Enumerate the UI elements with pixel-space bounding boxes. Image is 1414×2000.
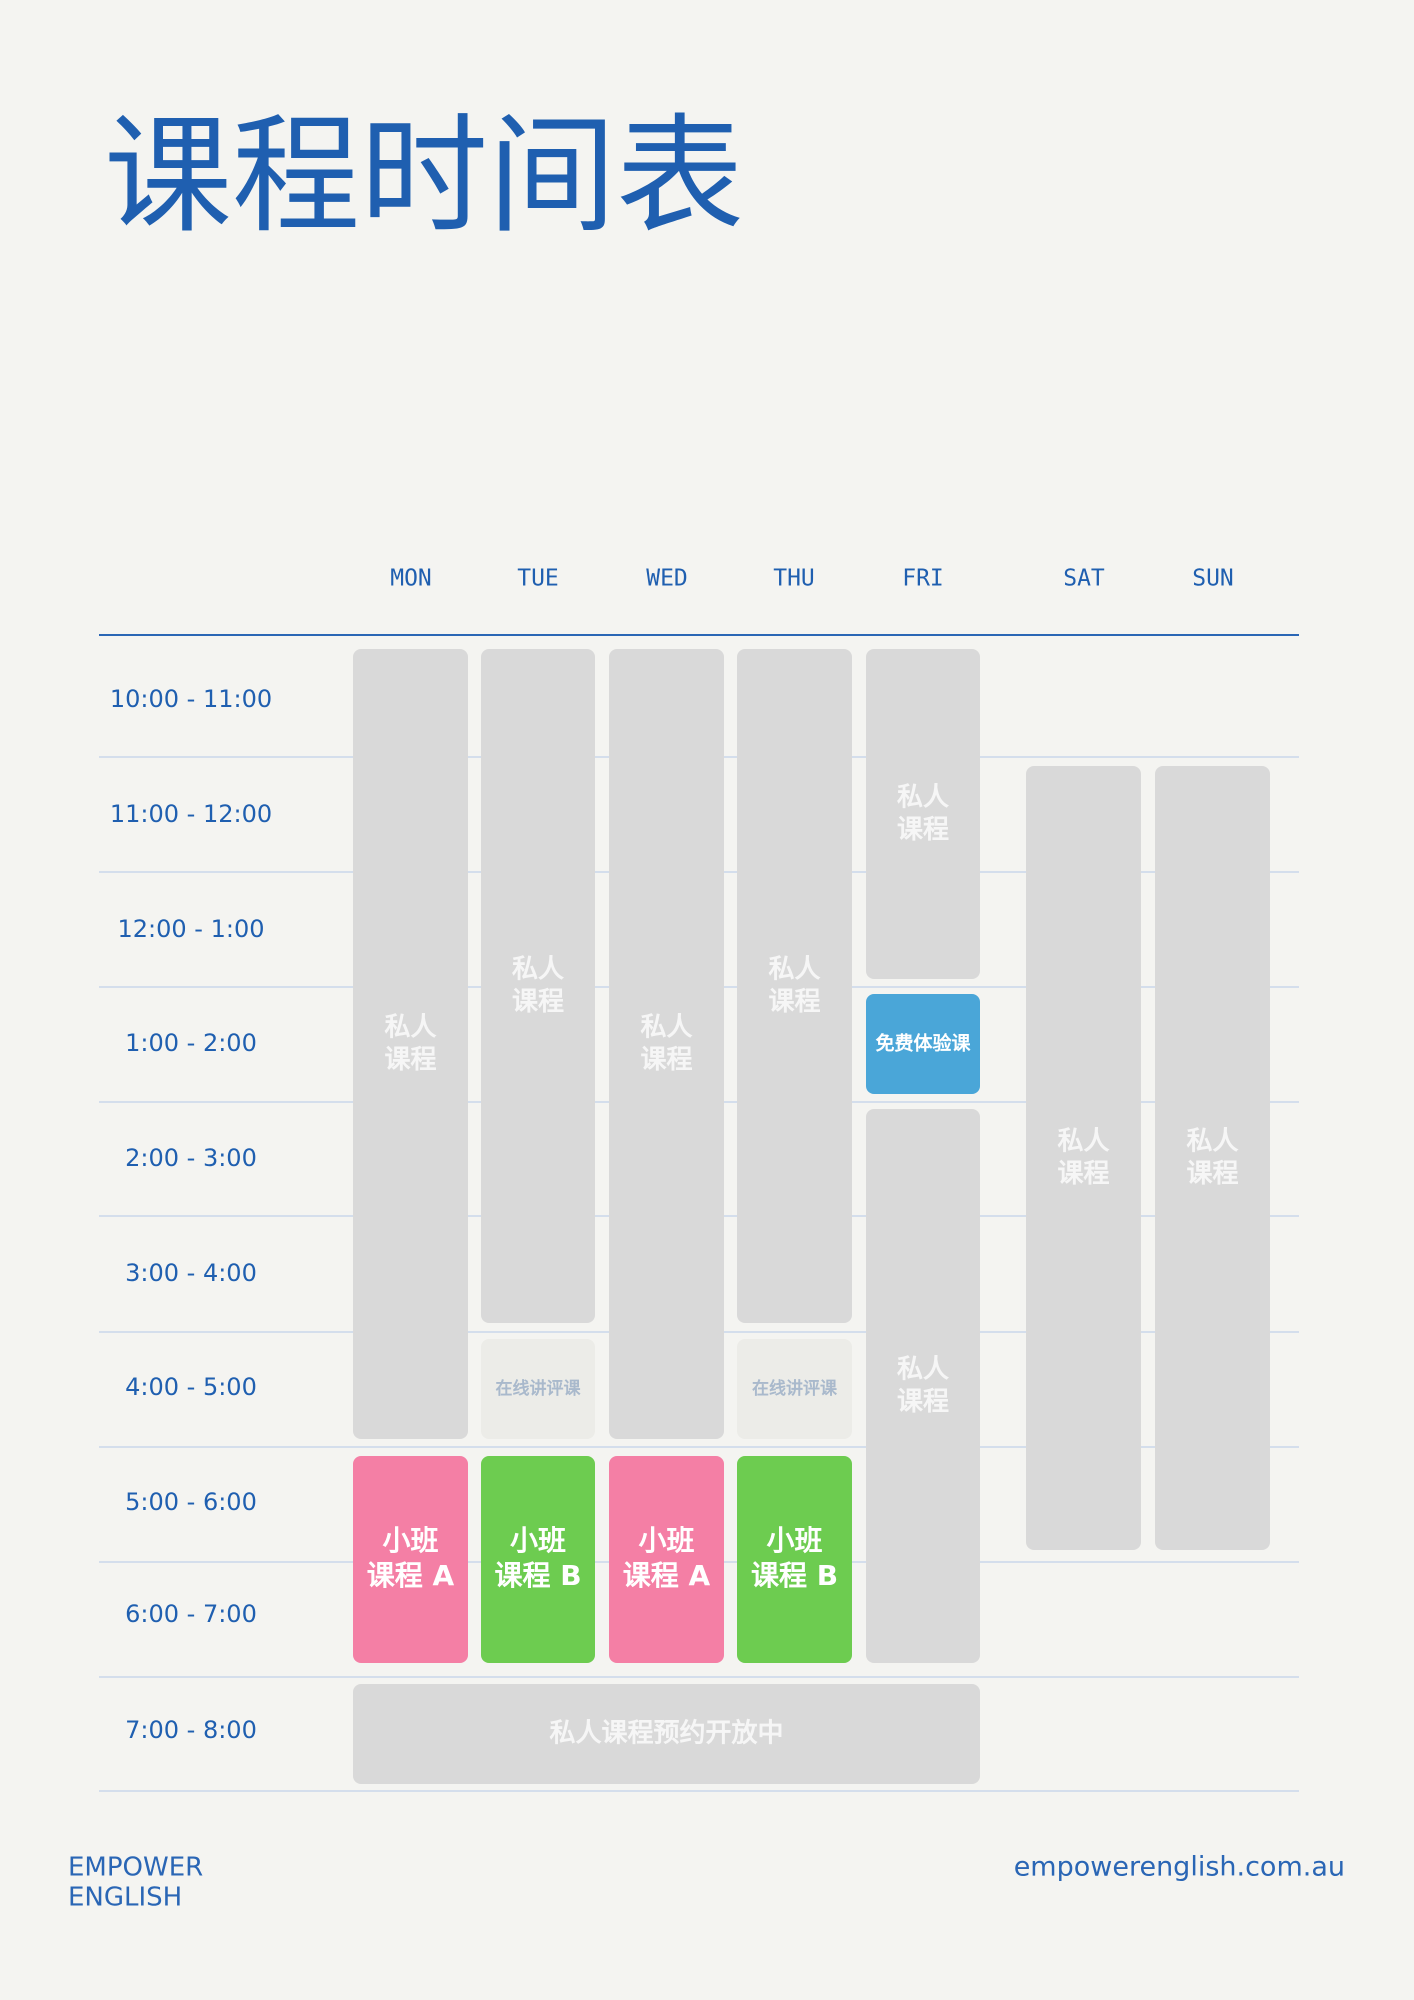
block-label: 小班	[638, 1524, 694, 1557]
block-label: 课程	[897, 815, 949, 845]
class-block	[1155, 766, 1270, 1550]
block-label: 小班	[382, 1524, 438, 1557]
block-label: 课程 A	[367, 1559, 455, 1592]
time-label: 11:00 - 12:00	[110, 800, 272, 828]
class-block	[481, 1339, 595, 1439]
time-label: 1:00 - 2:00	[125, 1029, 257, 1057]
class-block	[609, 1456, 724, 1663]
block-label: 私人	[897, 1354, 949, 1384]
block-label: 课程	[512, 987, 564, 1017]
block-label: 课程 B	[494, 1559, 581, 1592]
block-label: 私人	[897, 782, 949, 812]
block-label: 在线讲评课	[752, 1378, 838, 1399]
class-block	[481, 1456, 595, 1663]
block-label: 私人	[640, 1012, 692, 1042]
time-label: 12:00 - 1:00	[118, 915, 265, 943]
block-label: 课程 B	[751, 1559, 838, 1592]
block-label: 课程 A	[623, 1559, 711, 1592]
block-label: 课程	[384, 1045, 436, 1075]
block-label: 私人	[1057, 1126, 1109, 1156]
block-label: 私人	[768, 954, 820, 984]
website-url: empowerenglish.com.au	[1014, 1852, 1345, 1883]
time-label: 4:00 - 5:00	[125, 1373, 257, 1401]
class-block	[609, 649, 724, 1439]
time-label: 7:00 - 8:00	[125, 1716, 257, 1744]
class-block	[866, 994, 980, 1094]
class-block	[353, 1684, 980, 1784]
block-label: 小班	[510, 1524, 566, 1557]
time-label: 6:00 - 7:00	[125, 1600, 257, 1628]
block-label: 免费体验课	[875, 1032, 971, 1055]
time-label: 2:00 - 3:00	[125, 1144, 257, 1172]
block-label: 私人	[512, 954, 564, 984]
class-block	[737, 649, 852, 1323]
class-block	[1026, 766, 1141, 1550]
page-title: 课程时间表	[104, 102, 744, 251]
day-header: FRI	[902, 566, 944, 592]
day-header: WED	[646, 566, 688, 592]
class-block	[866, 1109, 980, 1663]
class-block	[737, 1456, 852, 1663]
day-header: MON	[390, 566, 432, 592]
block-label: 私人课程预约开放中	[549, 1718, 783, 1749]
block-label: 课程	[1057, 1159, 1109, 1189]
day-header: TUE	[517, 566, 559, 592]
block-label: 在线讲评课	[496, 1378, 582, 1399]
time-label: 5:00 - 6:00	[125, 1488, 257, 1516]
class-block	[481, 649, 595, 1323]
day-header: THU	[773, 566, 815, 592]
block-label: 课程	[897, 1387, 949, 1417]
block-label: 私人	[384, 1012, 436, 1042]
day-header: SAT	[1063, 566, 1105, 592]
brand-line: ENGLISH	[68, 1883, 182, 1913]
time-label: 3:00 - 4:00	[125, 1259, 257, 1287]
brand-line: EMPOWER	[68, 1853, 203, 1883]
block-label: 课程	[640, 1045, 692, 1075]
block-label: 课程	[1186, 1159, 1238, 1189]
block-label: 小班	[766, 1524, 822, 1557]
time-label: 10:00 - 11:00	[110, 685, 272, 713]
class-block	[866, 649, 980, 979]
block-label: 私人	[1186, 1126, 1238, 1156]
class-block	[353, 649, 468, 1439]
class-block	[353, 1456, 468, 1663]
block-label: 课程	[768, 987, 820, 1017]
class-block	[737, 1339, 852, 1439]
day-header: SUN	[1192, 566, 1234, 592]
